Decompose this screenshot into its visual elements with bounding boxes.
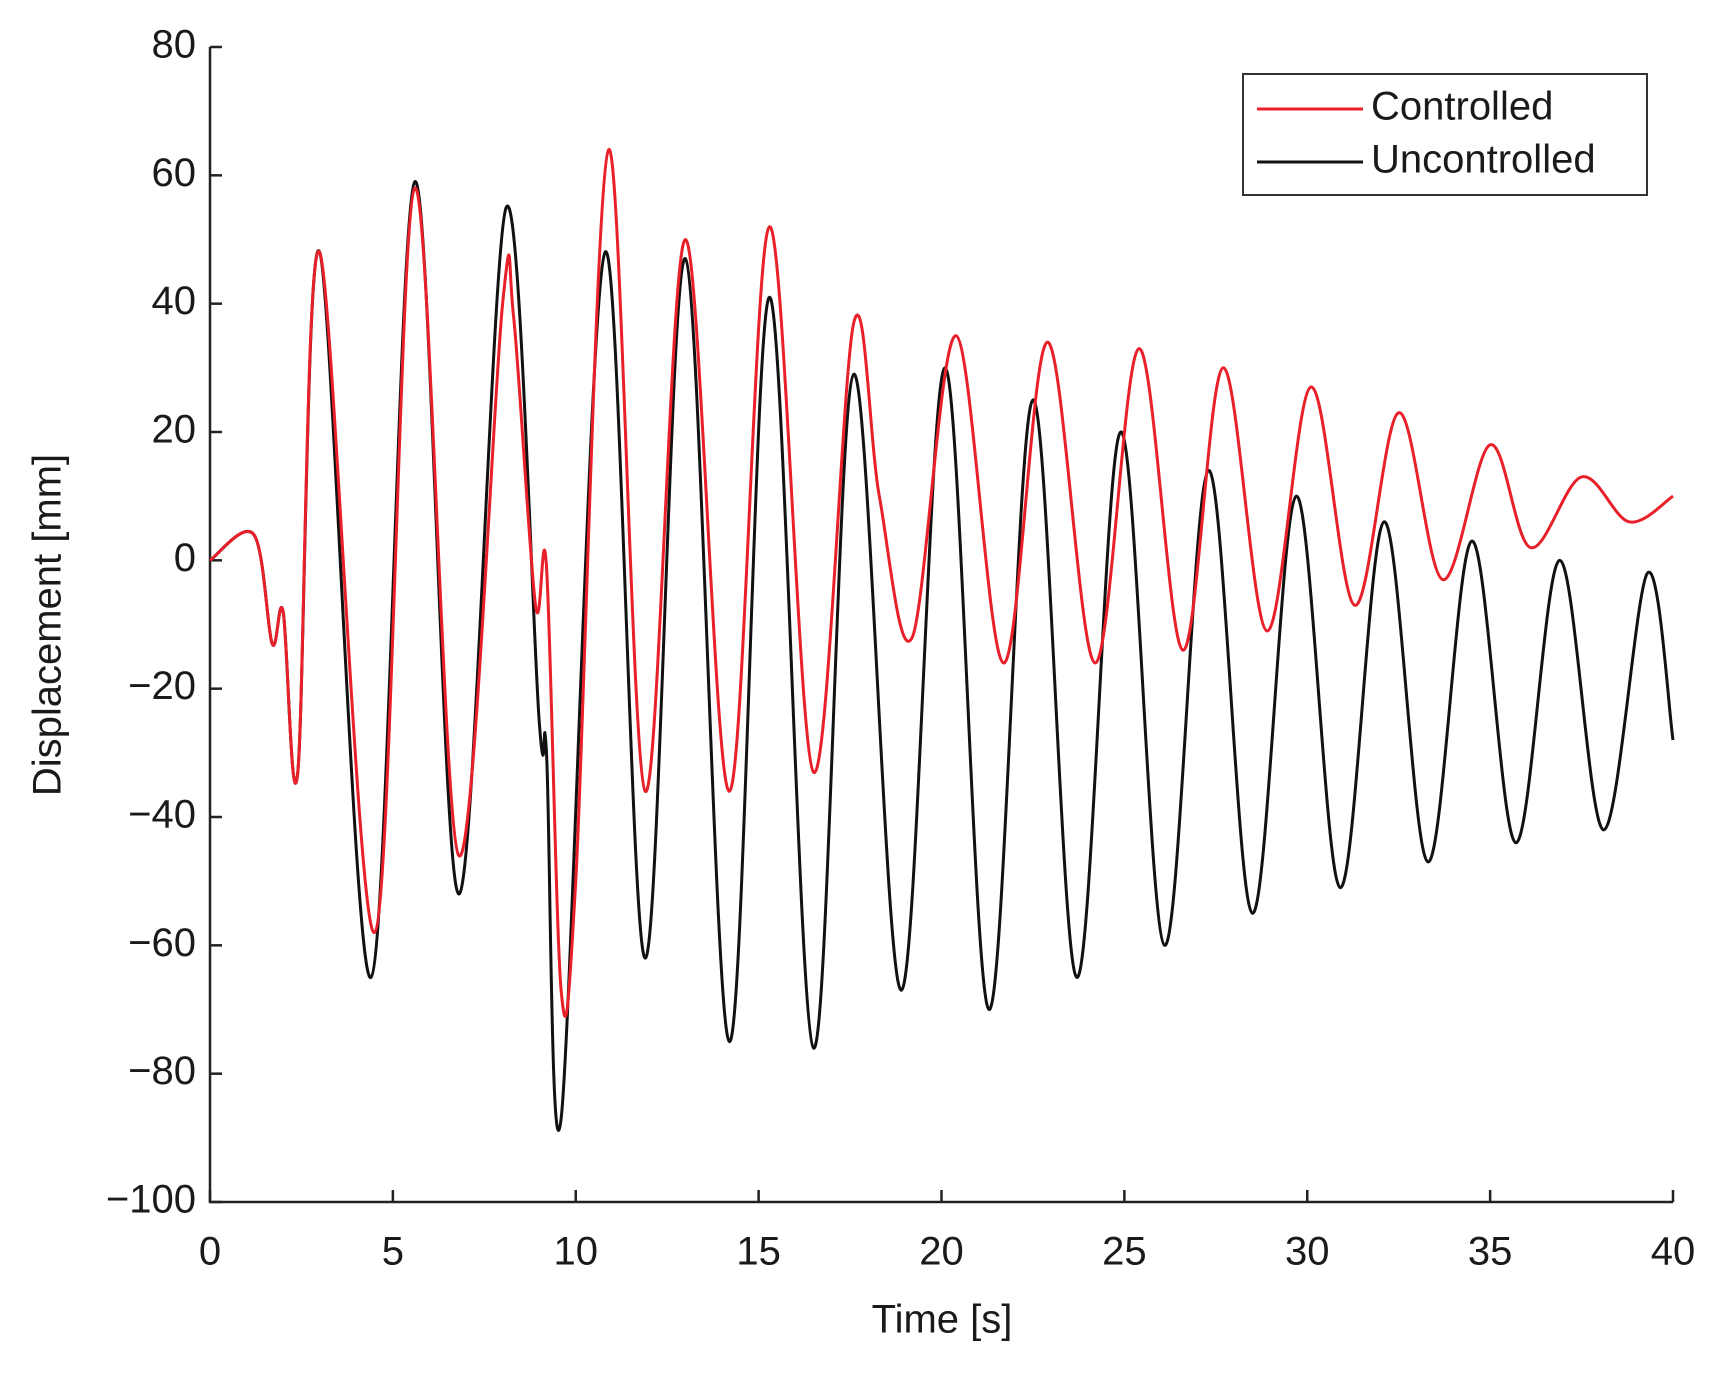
x-axis-label: Time [s] [872,1298,1013,1342]
y-tick-label: −60 [128,921,196,965]
x-tick-label: 25 [1102,1230,1147,1274]
y-tick-label: 0 [174,536,196,580]
legend-label: Uncontrolled [1371,138,1596,182]
y-tick-label: −100 [106,1178,196,1222]
y-tick-label: −40 [128,793,196,837]
x-tick-label: 15 [736,1230,781,1274]
x-tick-label: 0 [199,1230,221,1274]
legend-label: Controlled [1371,85,1553,129]
data-line [209,180,1675,1132]
y-tick-label: −80 [128,1049,196,1093]
x-tick-label: 30 [1285,1230,1330,1274]
y-axis-label: Displacement [mm] [26,454,70,796]
y-tick-label: 20 [152,408,197,452]
data-line [209,148,1674,1018]
x-tick-label: 40 [1651,1230,1696,1274]
legend-box [1242,73,1648,196]
axes [208,47,1673,1204]
x-tick-label: 10 [554,1230,599,1274]
x-tick-label: 5 [382,1230,404,1274]
y-tick-label: −20 [128,664,196,708]
x-tick-label: 35 [1468,1230,1513,1274]
y-tick-label: 60 [152,151,197,195]
x-tick-label: 20 [919,1230,964,1274]
y-tick-label: 40 [152,279,197,323]
y-tick-label: 80 [152,23,197,67]
